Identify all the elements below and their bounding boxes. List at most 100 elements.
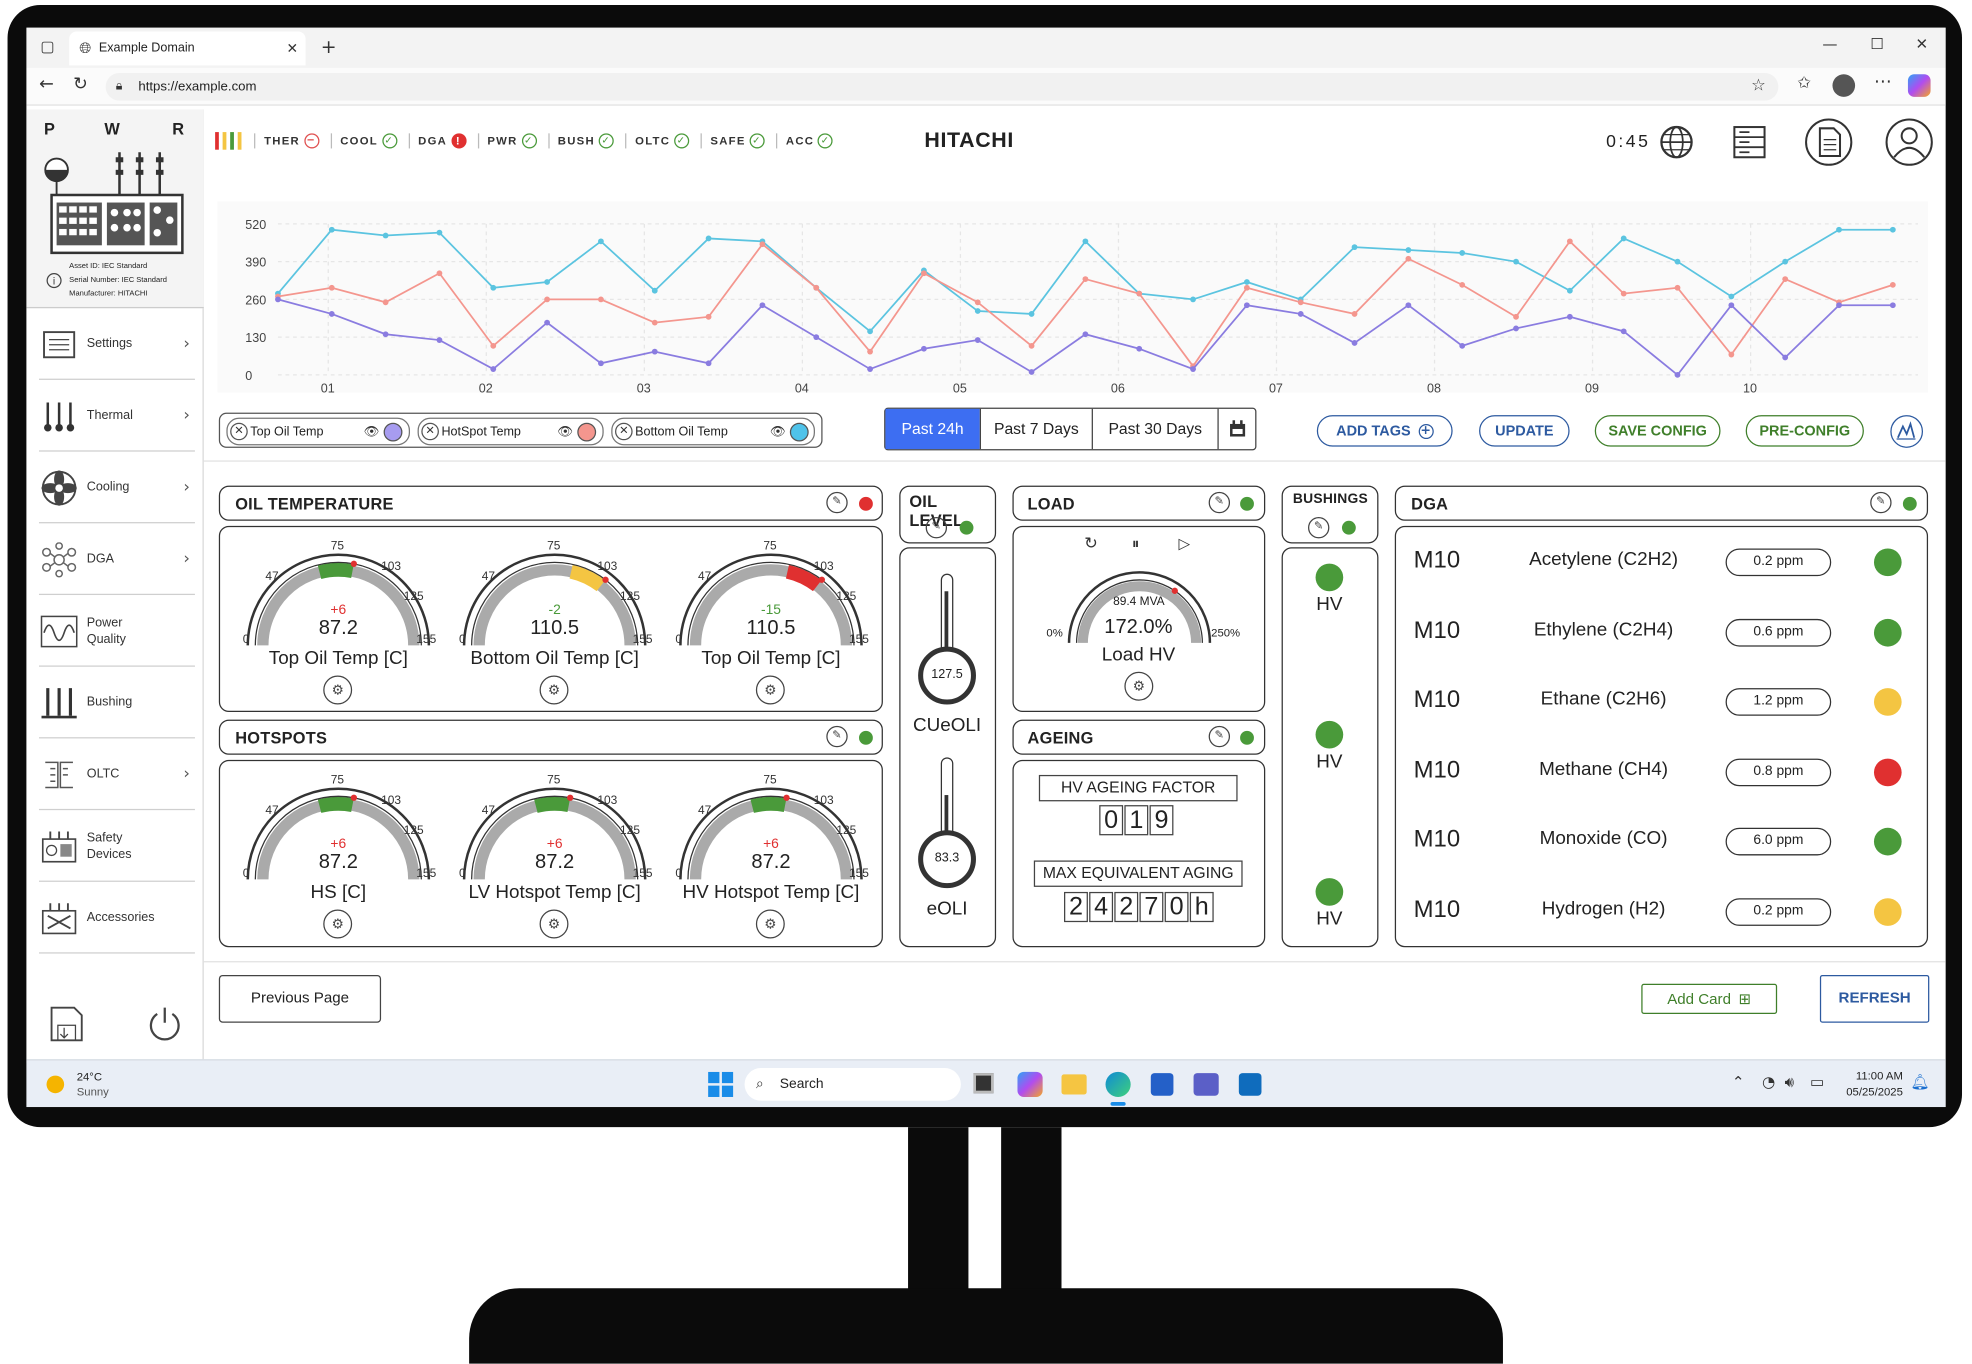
minimize-icon[interactable]: — <box>1822 35 1838 53</box>
legend-chip-top-oil[interactable]: ✕ Top Oil Temp 👁︎ <box>226 417 411 446</box>
more-icon[interactable]: ⋯ <box>1873 71 1892 92</box>
add-card-label: Add Card <box>1667 990 1731 1008</box>
sidebar-item-label: OLTC <box>86 767 120 782</box>
add-card-button[interactable]: Add Card ⊞ <box>1641 983 1778 1014</box>
sidebar-item-accessories[interactable]: Accessories <box>38 883 195 954</box>
edit-icon[interactable]: ✎ <box>826 491 848 514</box>
sidebar-toggle-icon[interactable]: ▢ <box>40 37 55 56</box>
reload-icon[interactable]: ↻ <box>72 74 88 95</box>
legend-chip-bottom-oil[interactable]: ✕ Bottom Oil Temp 👁︎ <box>611 417 815 446</box>
window-close-icon[interactable]: ✕ <box>1915 35 1929 53</box>
copilot-taskbar-icon[interactable] <box>1017 1071 1043 1097</box>
eye-icon[interactable]: 👁︎ <box>363 424 380 439</box>
user-avatar-icon[interactable] <box>1885 118 1933 172</box>
tab-past-7-days[interactable]: Past 7 Days <box>979 408 1092 450</box>
server-rack-icon[interactable] <box>1732 125 1767 167</box>
battery-icon[interactable]: ▭ <box>1809 1073 1825 1091</box>
counter-digit: h <box>1189 891 1214 923</box>
level-value: 83.3 <box>934 851 960 866</box>
sidebar-item-oltc[interactable]: OLTC › <box>38 740 195 811</box>
edit-icon[interactable]: ✎ <box>1208 491 1231 514</box>
adjust-settings-icon[interactable]: ⚙︎ <box>755 909 785 939</box>
adjust-settings-icon[interactable]: ⚙︎ <box>1124 671 1154 701</box>
dga-gas-name: Ethylene (C2H4) <box>1533 618 1674 640</box>
gauge-ring <box>687 795 855 880</box>
eye-icon[interactable]: 👁︎ <box>769 424 786 439</box>
teams-icon[interactable] <box>1193 1073 1219 1096</box>
profile-avatar[interactable] <box>1832 74 1856 97</box>
maximize-icon[interactable]: ☐ <box>1870 35 1884 53</box>
legend-color-swatch[interactable] <box>789 422 809 441</box>
sidebar-item-cooling[interactable]: Cooling › <box>38 453 195 524</box>
eye-icon[interactable]: 👁︎ <box>557 424 574 439</box>
browser-tab[interactable]: 🌐︎ Example Domain ✕ <box>69 31 306 66</box>
edit-icon[interactable]: ✎ <box>826 725 848 748</box>
browser-tab-bar: ▢ 🌐︎ Example Domain ✕ + — ☐ ✕ <box>26 27 1946 68</box>
favorite-star-icon[interactable]: ☆ <box>1751 76 1766 96</box>
remove-tag-icon[interactable]: ✕ <box>421 422 439 441</box>
update-button[interactable]: UPDATE <box>1479 415 1570 447</box>
task-view-icon[interactable] <box>973 1073 994 1094</box>
wifi-icon[interactable]: ◔ <box>1762 1073 1776 1091</box>
edit-icon[interactable]: ✎ <box>1870 491 1892 514</box>
sun-icon[interactable] <box>46 1075 65 1094</box>
copilot-icon[interactable] <box>1907 74 1931 97</box>
new-tab-icon[interactable]: + <box>320 35 337 58</box>
pre-config-button[interactable]: PRE-CONFIG <box>1745 415 1864 447</box>
status-separator <box>330 133 332 149</box>
back-icon[interactable]: ← <box>38 74 54 95</box>
legend-chip-hotspot[interactable]: ✕ HotSpot Temp 👁︎ <box>417 417 604 446</box>
calendar-icon[interactable] <box>1217 408 1255 450</box>
y-tick-label: 130 <box>245 331 266 345</box>
gauge-tick-label: 125 <box>404 589 424 603</box>
edge-icon[interactable] <box>1105 1071 1131 1097</box>
tab-past-30-days[interactable]: Past 30 Days <box>1091 408 1218 450</box>
load-label: Load HV <box>1101 644 1176 666</box>
adjust-settings-icon[interactable]: ⚙︎ <box>755 675 785 705</box>
adjust-settings-icon[interactable]: ⚙︎ <box>323 909 353 939</box>
chevron-right-icon: › <box>183 406 190 426</box>
notification-bell-icon[interactable]: 🔔︎ <box>1910 1073 1930 1091</box>
play-icon[interactable]: ▷ <box>1178 534 1191 553</box>
sidebar-item-safety-devices[interactable]: Safety Devices <box>38 811 195 882</box>
close-tab-icon[interactable]: ✕ <box>286 40 299 57</box>
outlook-icon[interactable] <box>1238 1073 1262 1096</box>
edit-icon[interactable]: ✎ <box>925 517 948 539</box>
url-field[interactable]: 🔒︎ https://example.com ☆ <box>105 72 1779 101</box>
power-icon[interactable] <box>146 1005 184 1049</box>
favorites-icon[interactable]: ✩ <box>1797 74 1811 94</box>
sidebar-item-bushing[interactable]: Bushing <box>38 668 195 739</box>
legend-color-swatch[interactable] <box>576 422 596 441</box>
chart-view-icon[interactable] <box>1890 415 1924 448</box>
tab-past-24h[interactable]: Past 24h <box>885 408 980 450</box>
info-icon[interactable]: i <box>46 272 62 289</box>
sidebar-item-thermal[interactable]: Thermal › <box>38 381 195 452</box>
store-icon[interactable] <box>1150 1073 1174 1096</box>
legend-color-swatch[interactable] <box>383 422 403 441</box>
start-icon[interactable] <box>708 1071 734 1103</box>
adjust-settings-icon[interactable]: ⚙︎ <box>539 909 569 939</box>
taskbar-search[interactable]: ⌕ Search <box>744 1068 961 1101</box>
adjust-settings-icon[interactable]: ⚙︎ <box>323 675 353 705</box>
globe-icon[interactable] <box>1659 125 1694 167</box>
chevron-up-icon[interactable]: ⌃ <box>1731 1073 1745 1091</box>
adjust-settings-icon[interactable]: ⚙︎ <box>539 675 569 705</box>
add-tags-button[interactable]: ADD TAGS + <box>1316 415 1453 447</box>
edit-icon[interactable]: ✎ <box>1208 725 1231 748</box>
save-icon[interactable] <box>49 1005 84 1049</box>
accessories-icon <box>39 899 79 937</box>
remove-tag-icon[interactable]: ✕ <box>230 422 248 441</box>
report-icon[interactable] <box>1805 118 1853 172</box>
refresh-button[interactable]: REFRESH <box>1819 974 1930 1023</box>
volume-icon[interactable]: 🔊︎ <box>1784 1073 1795 1091</box>
file-explorer-icon[interactable] <box>1061 1074 1087 1095</box>
previous-page-button[interactable]: Previous Page <box>218 974 382 1023</box>
sidebar-item-dga[interactable]: DGA › <box>38 525 195 596</box>
remove-tag-icon[interactable]: ✕ <box>615 422 633 441</box>
sidebar-item-power-quality[interactable]: Power Quality <box>38 596 195 667</box>
save-config-button[interactable]: SAVE CONFIG <box>1594 415 1721 447</box>
pause-icon[interactable]: ⏸︎ <box>1131 534 1140 553</box>
sidebar-item-settings[interactable]: Settings › <box>38 309 195 380</box>
edit-icon[interactable]: ✎ <box>1308 517 1330 539</box>
replay-icon[interactable]: ↻ <box>1084 534 1098 554</box>
